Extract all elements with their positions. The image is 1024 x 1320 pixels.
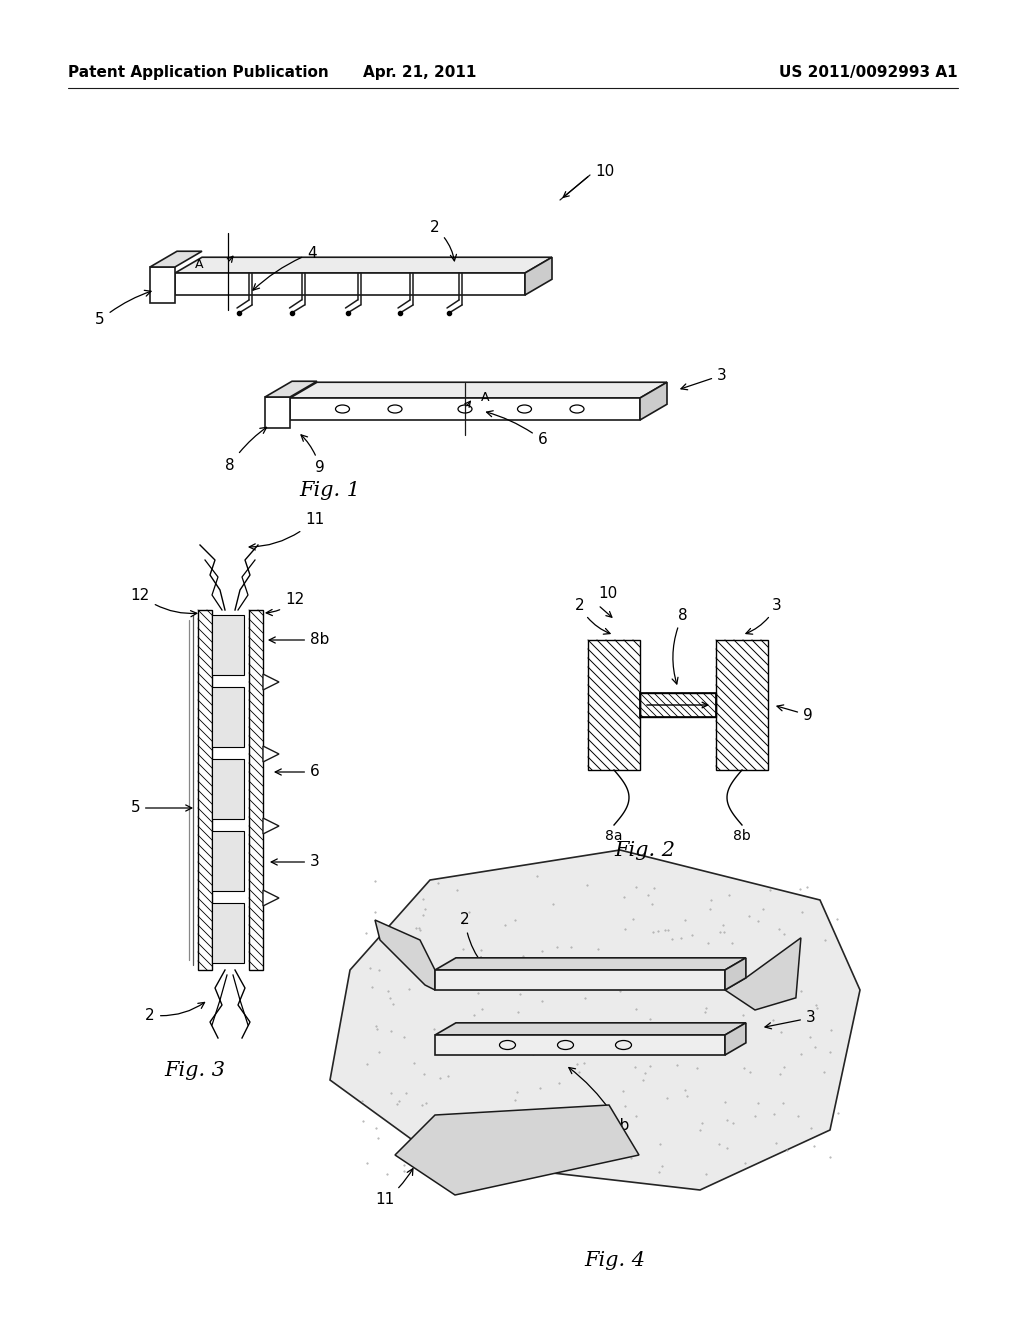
Text: Patent Application Publication: Patent Application Publication [68,65,329,79]
Polygon shape [525,257,552,294]
Text: 11: 11 [249,512,325,550]
Polygon shape [150,251,202,267]
Polygon shape [263,890,279,906]
Text: 3: 3 [271,854,319,870]
Polygon shape [175,257,552,273]
Polygon shape [265,381,317,397]
Text: Fig. 1: Fig. 1 [299,480,360,499]
Polygon shape [435,970,725,990]
Text: 10: 10 [595,165,614,180]
Text: 8: 8 [672,607,688,684]
Polygon shape [263,818,279,834]
Text: 8: 8 [225,428,266,473]
Text: Fig. 4: Fig. 4 [585,1250,645,1270]
Text: A: A [196,259,204,272]
Polygon shape [330,850,860,1191]
Text: 10: 10 [598,586,617,601]
Text: 3: 3 [765,1010,816,1028]
Polygon shape [290,383,667,399]
Bar [212,903,244,964]
Text: 12: 12 [266,593,304,615]
Polygon shape [725,958,745,990]
Polygon shape [435,1035,725,1055]
Polygon shape [263,675,279,690]
Polygon shape [175,273,525,294]
Bar [212,686,244,747]
Text: 2: 2 [430,220,457,261]
Bar [640,693,716,717]
Polygon shape [150,267,175,304]
Polygon shape [435,1023,745,1035]
Text: 3: 3 [745,598,781,634]
Bar [588,640,640,770]
Polygon shape [375,920,435,990]
Text: Fig. 2: Fig. 2 [614,841,676,859]
Text: 8b: 8b [733,829,751,843]
Polygon shape [395,1105,639,1195]
Bar [212,759,244,818]
Text: 11: 11 [376,1168,413,1208]
Text: 2: 2 [145,1002,205,1023]
Text: 6: 6 [275,764,319,780]
Polygon shape [263,746,279,762]
Text: Fig. 3: Fig. 3 [165,1060,225,1080]
Bar [249,610,263,970]
Text: 6: 6 [486,411,547,447]
Polygon shape [435,958,745,970]
Polygon shape [265,397,290,428]
Text: 12: 12 [131,587,197,616]
Text: 9: 9 [777,705,813,722]
Text: 2: 2 [574,598,610,634]
Text: 3: 3 [681,368,727,389]
Text: 4: 4 [253,246,316,290]
Text: 5: 5 [95,290,151,327]
Bar [212,615,244,675]
Polygon shape [725,937,801,1010]
Text: 9: 9 [301,434,325,475]
Text: 8a: 8a [605,829,623,843]
Bar [640,693,716,717]
Text: 2: 2 [460,912,482,964]
Bar [198,610,212,970]
Text: 8b: 8b [269,632,330,648]
Text: 5: 5 [130,800,191,816]
Bar [212,832,244,891]
Polygon shape [725,1023,745,1055]
Polygon shape [290,399,640,420]
Text: 8b: 8b [569,1068,630,1133]
Text: US 2011/0092993 A1: US 2011/0092993 A1 [779,65,958,79]
Polygon shape [640,383,667,420]
Text: A: A [480,391,489,404]
Bar [716,640,768,770]
Text: Apr. 21, 2011: Apr. 21, 2011 [364,65,477,79]
